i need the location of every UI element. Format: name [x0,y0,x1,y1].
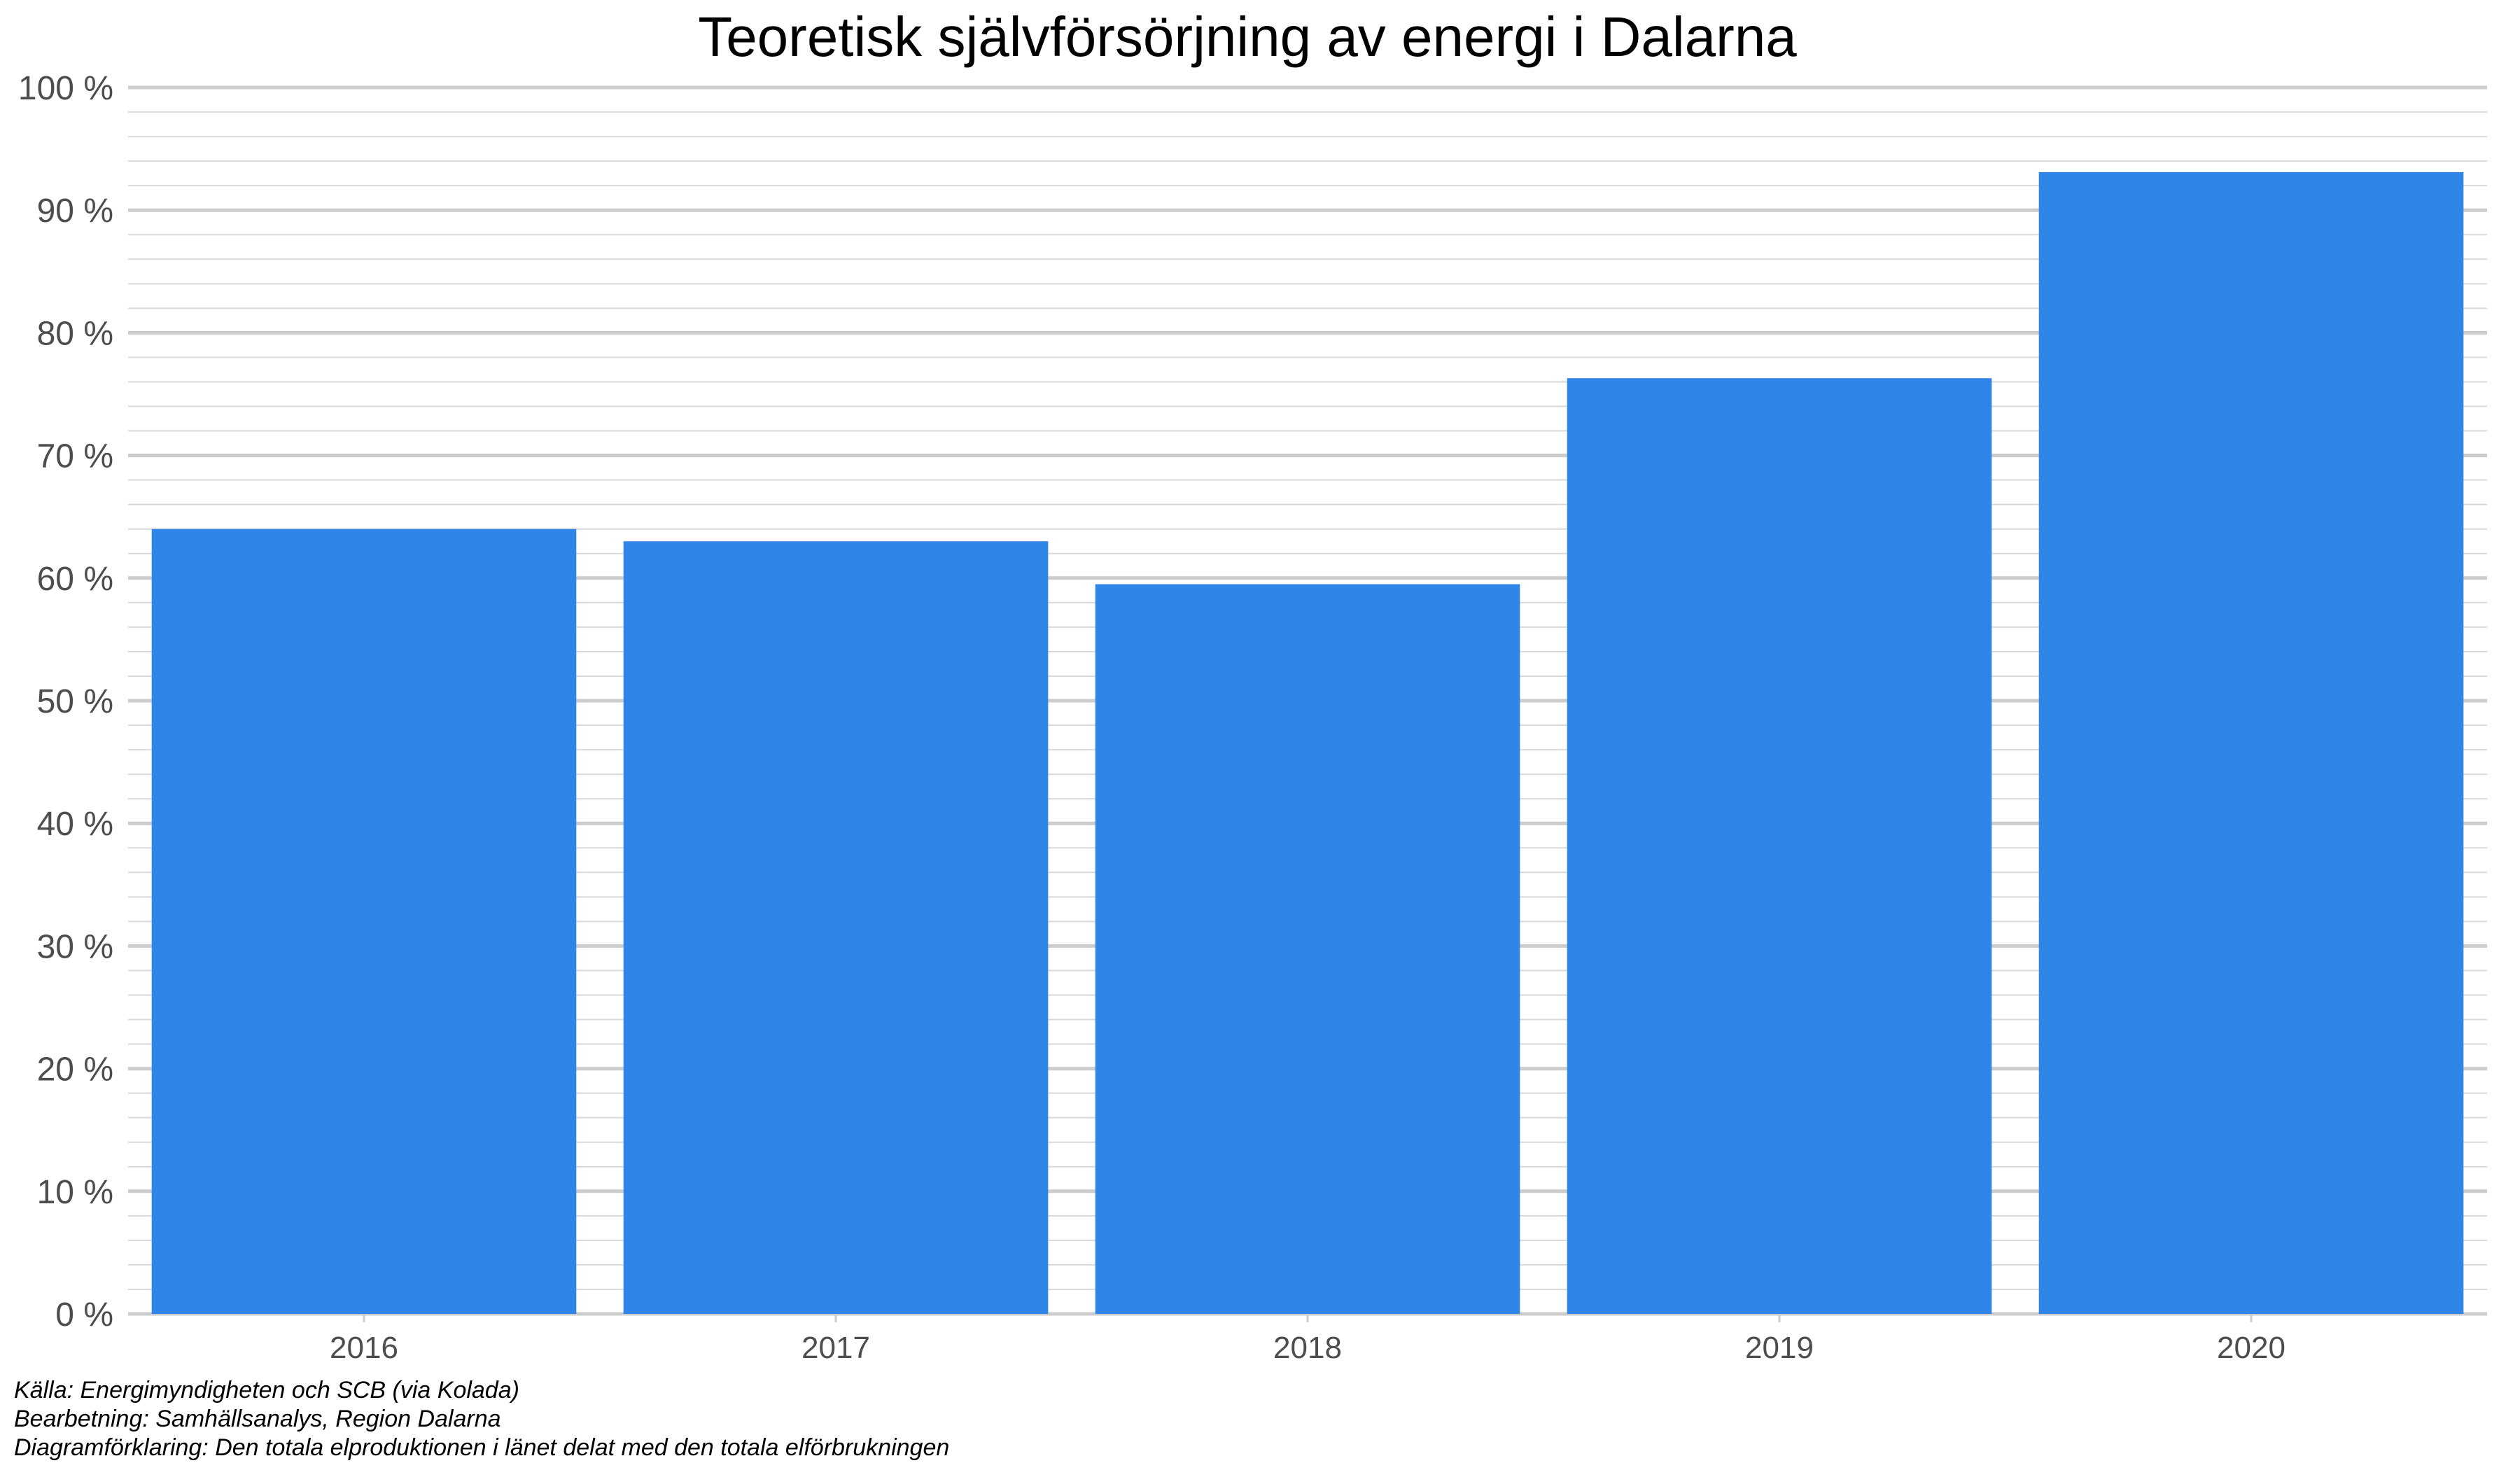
y-tick-label: 20 % [37,1051,113,1088]
y-tick-label: 100 % [18,70,113,107]
y-tick-label: 80 % [37,315,113,352]
y-axis-ticks: 0 % 10 % 20 % 30 % 40 % 50 % 60 % 70 % 80 % 90 % 1… [18,70,113,1334]
y-tick-label: 90 % [37,192,113,230]
x-tick-label: 2019 [1745,1331,1814,1365]
bar-2016 [151,528,577,1314]
bar-2020 [2038,172,2464,1315]
y-tick-label: 70 % [37,438,113,475]
y-tick-label: 10 % [37,1174,113,1211]
y-tick-label: 0 % [55,1296,113,1334]
x-tick-label: 2017 [802,1331,870,1365]
x-axis-ticks: 2016 2017 2018 2019 2020 [330,1314,2286,1365]
source-captions: Källa: Energimyndigheten och SCB (via Ko… [14,1377,949,1461]
y-tick-label: 30 % [37,928,113,965]
caption-source: Källa: Energimyndigheten och SCB (via Ko… [14,1377,519,1404]
y-tick-label: 40 % [37,806,113,843]
x-tick-label: 2020 [2217,1331,2286,1365]
caption-processing: Bearbetning: Samhällsanalys, Region Dala… [14,1406,501,1432]
x-tick-label: 2018 [1273,1331,1342,1365]
x-tick-label: 2016 [330,1331,398,1365]
chart-title: Teoretisk självförsörjning av energi i D… [698,6,1797,68]
y-tick-label: 50 % [37,683,113,720]
y-tick-label: 60 % [37,561,113,598]
caption-explanation: Diagramförklaring: Den totala elprodukti… [14,1434,949,1461]
bars [151,172,2464,1315]
bar-2017 [623,541,1049,1314]
bar-2018 [1095,584,1520,1314]
bar-2019 [1567,378,1992,1314]
